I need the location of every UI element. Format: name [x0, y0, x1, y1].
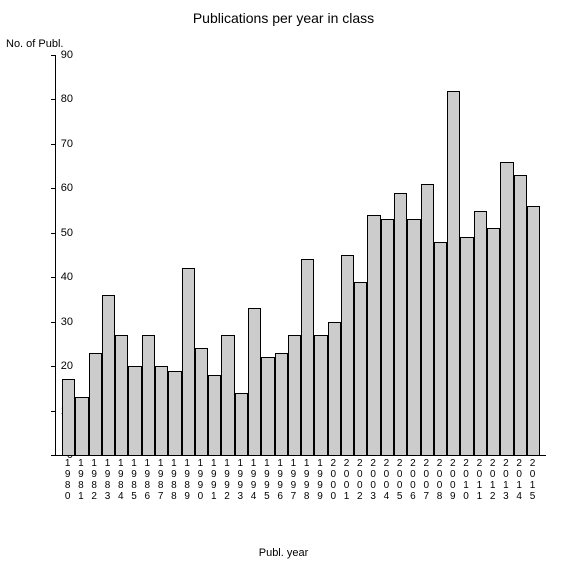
x-tick-label: 2014	[513, 458, 526, 502]
x-tick-label: 2008	[433, 458, 446, 502]
bar	[195, 348, 208, 455]
x-tick-label: 1986	[141, 458, 154, 502]
bar	[208, 375, 221, 455]
plot-area	[55, 55, 546, 456]
x-tick-label: 1982	[88, 458, 101, 502]
bar	[301, 259, 314, 455]
x-tick-label: 1997	[287, 458, 300, 502]
bar	[328, 322, 341, 455]
bar	[275, 353, 288, 455]
x-axis-label: Publ. year	[0, 547, 567, 559]
x-tick-label: 1995	[260, 458, 273, 502]
x-tick-label: 2010	[459, 458, 472, 502]
bar	[474, 211, 487, 455]
x-tick-label: 2006	[406, 458, 419, 502]
bar	[288, 335, 301, 455]
x-tick-label: 1987	[154, 458, 167, 502]
x-tick-label: 1983	[101, 458, 114, 502]
x-tick-label: 1985	[127, 458, 140, 502]
bar	[407, 219, 420, 455]
x-tick-label: 2015	[526, 458, 539, 502]
bar	[248, 308, 261, 455]
x-tick-label: 1994	[247, 458, 260, 502]
bar	[314, 335, 327, 455]
x-tick-label: 2002	[353, 458, 366, 502]
x-tick-label: 1990	[194, 458, 207, 502]
bar	[487, 228, 500, 455]
bar	[115, 335, 128, 455]
x-ticks: 1980198119821983198419851986198719881989…	[55, 458, 545, 502]
bar	[421, 184, 434, 455]
x-tick-label: 1980	[61, 458, 74, 502]
x-tick-label: 1981	[74, 458, 87, 502]
bar	[527, 206, 540, 455]
x-tick-label: 2004	[380, 458, 393, 502]
bar	[75, 397, 88, 455]
x-tick-label: 2001	[340, 458, 353, 502]
bar	[367, 215, 380, 455]
bars-group	[56, 55, 546, 455]
bar	[341, 255, 354, 455]
bar	[128, 366, 141, 455]
bar	[381, 219, 394, 455]
bar	[500, 162, 513, 455]
x-tick-label: 2009	[446, 458, 459, 502]
x-tick-label: 1999	[313, 458, 326, 502]
x-tick-label: 2005	[393, 458, 406, 502]
bar	[235, 393, 248, 455]
x-tick-label: 1988	[167, 458, 180, 502]
bar	[62, 379, 75, 455]
x-tick-label: 2011	[473, 458, 486, 502]
x-tick-label: 1992	[220, 458, 233, 502]
bar	[102, 295, 115, 455]
x-tick-label: 1991	[207, 458, 220, 502]
bar	[168, 371, 181, 455]
x-tick-label: 1993	[234, 458, 247, 502]
x-tick-label: 2012	[486, 458, 499, 502]
bar	[394, 193, 407, 455]
bar	[182, 268, 195, 455]
bar	[89, 353, 102, 455]
bar	[155, 366, 168, 455]
x-tick-label: 2000	[327, 458, 340, 502]
bar	[261, 357, 274, 455]
chart-container: Publications per year in class No. of Pu…	[0, 0, 567, 567]
bar	[460, 237, 473, 455]
chart-title: Publications per year in class	[0, 10, 567, 26]
bar	[434, 242, 447, 455]
x-tick-label: 1996	[274, 458, 287, 502]
bar	[142, 335, 155, 455]
bar	[354, 282, 367, 455]
x-tick-label: 1984	[114, 458, 127, 502]
bar	[447, 91, 460, 455]
bar	[221, 335, 234, 455]
x-tick-label: 1998	[300, 458, 313, 502]
x-tick-label: 2013	[499, 458, 512, 502]
bar	[514, 175, 527, 455]
x-tick-label: 1989	[181, 458, 194, 502]
x-tick-label: 2007	[420, 458, 433, 502]
x-tick-label: 2003	[366, 458, 379, 502]
